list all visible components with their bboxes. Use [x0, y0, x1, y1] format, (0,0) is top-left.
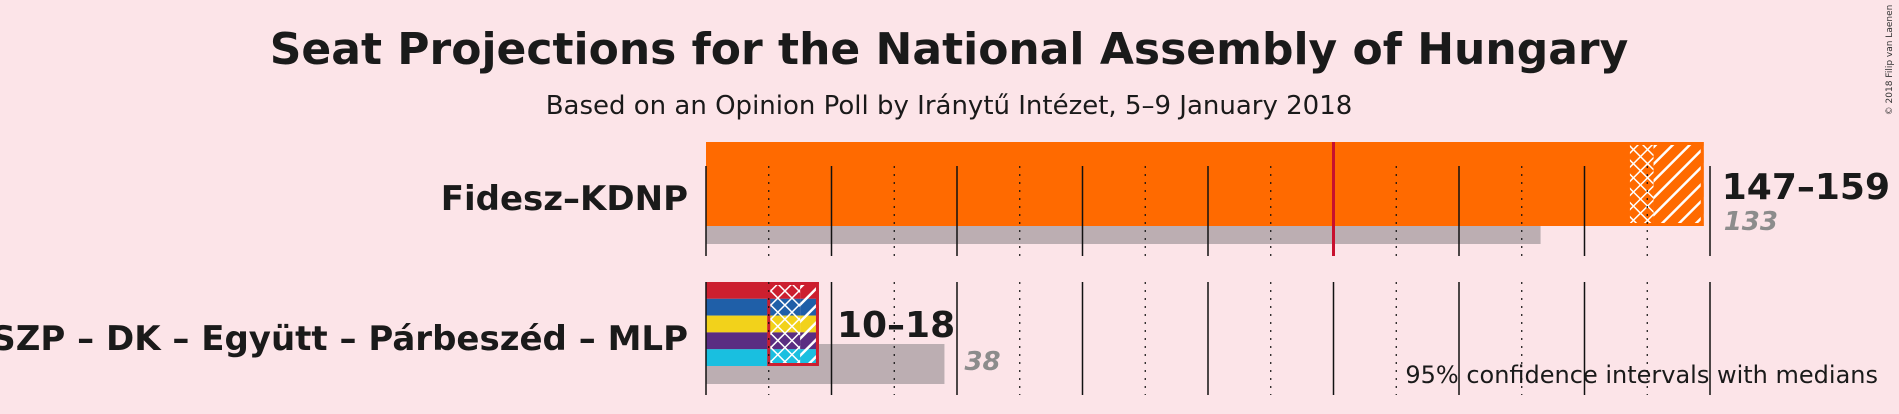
party-0-last-result-bar [706, 226, 1541, 244]
party-0-ci-outer-hatch [1653, 142, 1704, 226]
chart-subtitle: Based on an Opinion Poll by Iránytű Inté… [546, 91, 1353, 121]
party-0-ci-outline [1626, 142, 1704, 226]
party-1-range-label: 10–18 [837, 305, 955, 346]
party-1-bar-stripe-0 [706, 282, 769, 299]
confidence-note: 95% confidence intervals with medians [1405, 361, 1878, 389]
party-1-bar-stripe-1 [706, 298, 769, 316]
party-0-bar-stripe-0 [706, 142, 1629, 226]
copyright: © 2018 Filip van Laenen [1885, 5, 1895, 116]
party-1-bar-stripe-3 [706, 332, 769, 350]
party-1-bar-stripe-4 [706, 349, 769, 366]
party-1-ci-outer-hatch [800, 282, 819, 366]
party-0-last-result-label: 133 [1724, 207, 1778, 237]
party-0-range-label: 147–159 [1722, 167, 1890, 208]
party-0-name-label: Fidesz–KDNP [441, 179, 688, 219]
party-1-last-result-label: 38 [964, 347, 1000, 377]
party-1-bar-stripe-2 [706, 315, 769, 333]
chart-title: Seat Projections for the National Assemb… [270, 24, 1629, 75]
party-1-ci-inner-hatch [768, 282, 801, 366]
party-0-ci-inner-hatch [1628, 142, 1654, 226]
party-1-name-label: MSZP – DK – Együtt – Párbeszéd – MLP [0, 319, 688, 359]
